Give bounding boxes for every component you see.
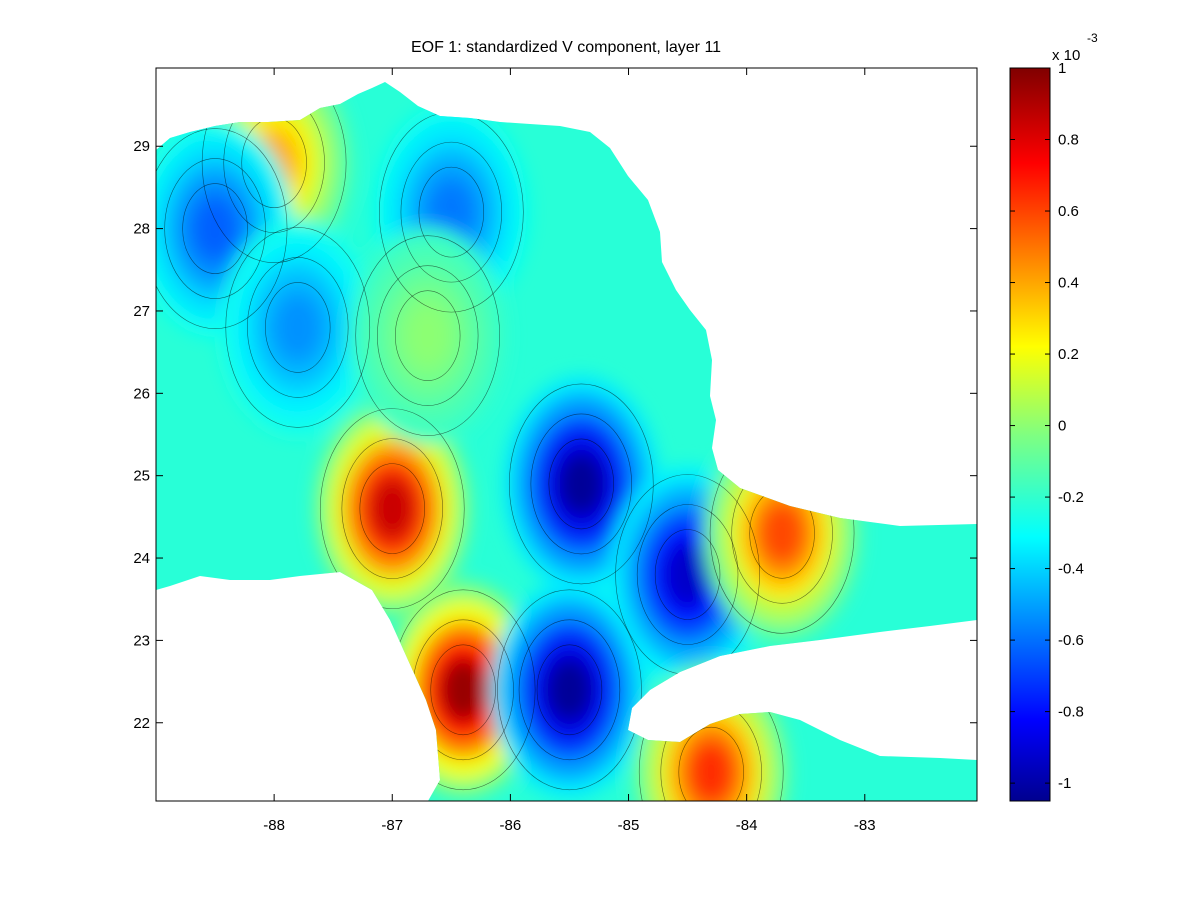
field-feature-1-ring-4	[440, 657, 487, 722]
contour-8-2	[182, 183, 248, 274]
colorbar-tick-label: -1	[1058, 775, 1071, 792]
x-tick-label: -87	[381, 817, 403, 834]
field-feature-9-ring-4	[274, 295, 321, 360]
contour-0-0	[319, 408, 465, 609]
contour-3-0	[497, 589, 642, 791]
y-tick-label: 24	[133, 550, 150, 567]
colorbar-gradient	[1009, 67, 1051, 802]
field-feature-3-ring-4	[546, 657, 593, 722]
contour-3-1	[518, 619, 621, 761]
x-tick-label: -88	[263, 817, 285, 834]
field-feature-7-ring-4	[428, 180, 475, 245]
colorbar-exponent-label: x 10	[1052, 47, 1080, 64]
chart-title: EOF 1: standardized V component, layer 1…	[411, 39, 721, 56]
colorbar-exponent-power: -3	[1087, 31, 1098, 45]
contour-lines	[156, 82, 855, 801]
contour-4-1	[636, 504, 739, 645]
plot-area	[155, 67, 978, 802]
contour-9-0	[225, 227, 371, 428]
contour-9-1	[247, 257, 349, 398]
contour-11-2	[394, 290, 461, 381]
x-tick-label: -84	[736, 817, 758, 834]
y-tick-label: 29	[133, 138, 150, 155]
contour-11-0	[355, 235, 500, 436]
y-tick-label: 22	[133, 715, 150, 732]
field-feature-2-ring-4	[558, 452, 605, 516]
contour-8-1	[164, 158, 266, 299]
x-tick-label: -83	[854, 817, 876, 834]
contour-9-2	[265, 282, 331, 373]
colorbar-tick-label: -0.8	[1058, 704, 1084, 721]
contour-10-2	[678, 726, 744, 801]
contour-3-2	[536, 644, 603, 736]
y-tick-label: 25	[133, 468, 150, 485]
colorbar: -1 -0.8 -0.6 -0.4 -0.2 0 0.2 0.4 0.6 0.8 1 x 10 -3	[1009, 31, 1098, 802]
field-blobs	[156, 82, 861, 801]
x-axis: -88 -87 -86 -85 -84 -83	[263, 68, 876, 834]
colorbar-tick-label: 1	[1058, 60, 1066, 77]
contour-2-2	[548, 438, 614, 530]
colorbar-tick-label: -0.4	[1058, 561, 1084, 578]
colorbar-tick-label: 0.4	[1058, 275, 1079, 292]
colorbar-tick-label: -0.6	[1058, 632, 1084, 649]
colorbar-tick-label: 0.2	[1058, 346, 1079, 363]
colorbar-tick-label: 0.6	[1058, 203, 1079, 220]
field-feature-5-ring-4	[759, 501, 806, 566]
field-feature-0-ring-4	[369, 476, 416, 541]
y-tick-label: 27	[133, 303, 150, 320]
field-feature-11-ring-4	[404, 303, 451, 368]
colorbar-tick-label: 0.8	[1058, 132, 1079, 149]
contour-0-1	[341, 438, 443, 579]
contour-11-1	[376, 265, 479, 406]
field-feature-8-ring-4	[192, 196, 239, 261]
field-feature-10-ring-4	[688, 740, 735, 801]
x-tick-label: -85	[618, 817, 640, 834]
y-tick-label: 28	[133, 221, 150, 238]
contour-0-2	[359, 463, 425, 554]
contour-2-0	[508, 383, 654, 585]
y-axis: 22 23 24 25 26 27 28 29	[133, 138, 977, 732]
contour-6-0	[201, 82, 347, 264]
colorbar-ticks: -1 -0.8 -0.6 -0.4 -0.2 0 0.2 0.4 0.6 0.8 1	[1010, 60, 1084, 792]
plot-frame	[155, 67, 978, 802]
contour-2-1	[530, 413, 632, 555]
colorbar-tick-label: -0.2	[1058, 489, 1084, 506]
contour-7-1	[400, 141, 503, 283]
y-tick-label: 26	[133, 385, 150, 402]
contour-1-2	[430, 644, 496, 736]
field-feature-4-ring-4	[664, 542, 711, 607]
x-tick-label: -86	[500, 817, 522, 834]
y-tick-label: 23	[133, 632, 150, 649]
contour-4-2	[654, 529, 721, 620]
contour-7-2	[418, 166, 485, 258]
colorbar-tick-label: 0	[1058, 418, 1066, 435]
